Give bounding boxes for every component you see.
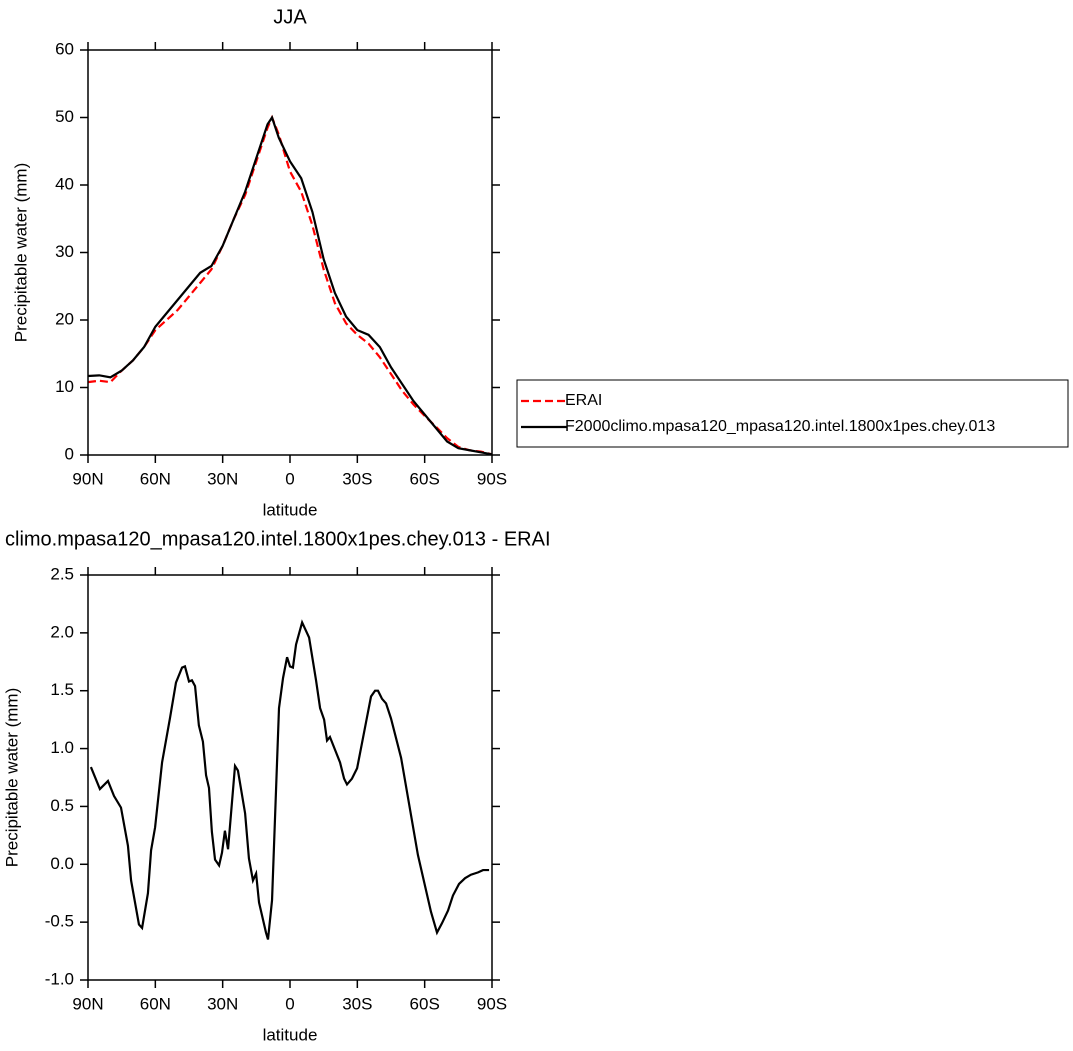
legend-label: F2000climo.mpasa120_mpasa120.intel.1800x…: [565, 418, 995, 435]
y-tick-label: 60: [55, 39, 74, 58]
y-tick-label: 30: [55, 242, 74, 261]
y-tick-label: 50: [55, 107, 74, 126]
legend-label: ERAI: [565, 392, 602, 409]
y-tick-label: 1.0: [50, 738, 74, 757]
x-tick-label: 60N: [140, 994, 171, 1013]
x-axis-label: latitude: [263, 1025, 318, 1044]
x-tick-label: 90N: [72, 469, 103, 488]
chart-title: climo.mpasa120_mpasa120.intel.1800x1pes.…: [5, 528, 551, 550]
y-tick-label: 0: [65, 444, 74, 463]
x-tick-label: 90S: [477, 994, 507, 1013]
x-tick-label: 90N: [72, 994, 103, 1013]
x-tick-label: 60S: [410, 469, 440, 488]
y-tick-label: -0.5: [45, 912, 74, 931]
y-tick-label: -1.0: [45, 969, 74, 988]
data-line: [89, 619, 490, 940]
y-tick-label: 10: [55, 377, 74, 396]
x-axis-label: latitude: [263, 500, 318, 519]
x-tick-label: 0: [285, 469, 294, 488]
x-tick-label: 90S: [477, 469, 507, 488]
plot-frame: [87, 49, 493, 456]
plot-frame: [87, 574, 493, 981]
data-line: [87, 115, 493, 456]
legend-box: [516, 379, 1069, 448]
y-tick-label: 20: [55, 309, 74, 328]
y-tick-label: 1.5: [50, 680, 74, 699]
y-axis-label: Precipitable water (mm): [2, 688, 21, 868]
x-tick-label: 30S: [342, 469, 372, 488]
y-tick-label: 40: [55, 174, 74, 193]
x-tick-label: 60N: [140, 469, 171, 488]
y-tick-label: 0.0: [50, 854, 74, 873]
chart-title: JJA: [273, 6, 307, 28]
x-tick-label: 30N: [207, 994, 238, 1013]
y-tick-label: 0.5: [50, 796, 74, 815]
y-tick-label: 2.5: [50, 564, 74, 583]
y-tick-label: 2.0: [50, 622, 74, 641]
x-tick-label: 0: [285, 994, 294, 1013]
y-axis-label: Precipitable water (mm): [11, 163, 30, 343]
x-tick-label: 30N: [207, 469, 238, 488]
x-tick-label: 60S: [410, 994, 440, 1013]
data-line: [87, 114, 493, 456]
x-tick-label: 30S: [342, 994, 372, 1013]
